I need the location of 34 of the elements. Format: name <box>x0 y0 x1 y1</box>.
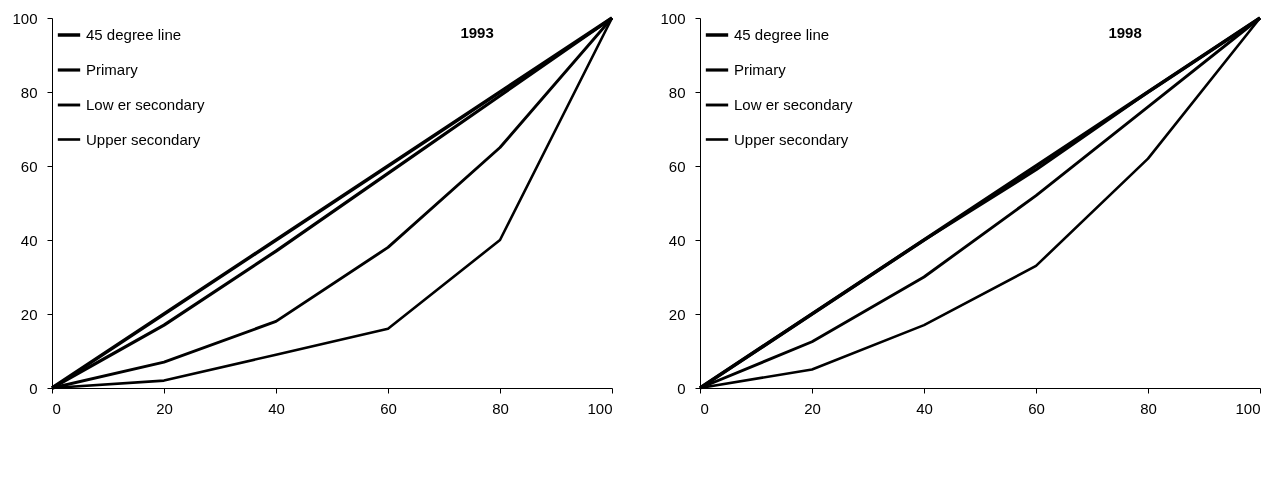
y-tick-label: 40 <box>668 231 686 249</box>
x-tick-label: 0 <box>700 399 709 417</box>
y-tick-label: 20 <box>668 305 686 323</box>
x-tick-label: 20 <box>804 399 821 417</box>
x-tick-label: 0 <box>52 399 61 417</box>
legend-label: Primary <box>734 61 787 78</box>
chart-title: 1998 <box>1108 24 1142 41</box>
y-tick-label: 100 <box>12 9 38 27</box>
y-tick-label: 60 <box>20 157 38 175</box>
x-tick-label: 40 <box>916 399 933 417</box>
y-tick-label: 0 <box>677 379 686 397</box>
y-tick-label: 100 <box>660 9 686 27</box>
legend-label: Upper secondary <box>734 130 849 148</box>
y-tick-label: 40 <box>20 231 38 249</box>
y-tick-label: 60 <box>668 157 686 175</box>
y-tick-label: 80 <box>20 83 38 101</box>
legend-label: Primary <box>86 61 139 78</box>
y-tick-label: 80 <box>668 83 686 101</box>
legend-label: 45 degree line <box>86 26 182 43</box>
chart-title: 1993 <box>460 24 494 41</box>
legend-label: Upper secondary <box>86 130 201 148</box>
y-tick-label: 0 <box>29 379 38 397</box>
x-tick-label: 60 <box>380 399 397 417</box>
legend-label: Low er secondary <box>86 96 205 113</box>
x-tick-label: 60 <box>1028 399 1045 417</box>
x-tick-label: 80 <box>1140 399 1157 417</box>
legend-label: 45 degree line <box>734 26 830 43</box>
legend-label: Low er secondary <box>734 96 853 113</box>
y-tick-label: 20 <box>20 305 38 323</box>
x-tick-label: 80 <box>492 399 509 417</box>
x-tick-label: 100 <box>587 399 613 417</box>
x-tick-label: 100 <box>1235 399 1261 417</box>
x-tick-label: 20 <box>156 399 173 417</box>
x-tick-label: 40 <box>268 399 285 417</box>
